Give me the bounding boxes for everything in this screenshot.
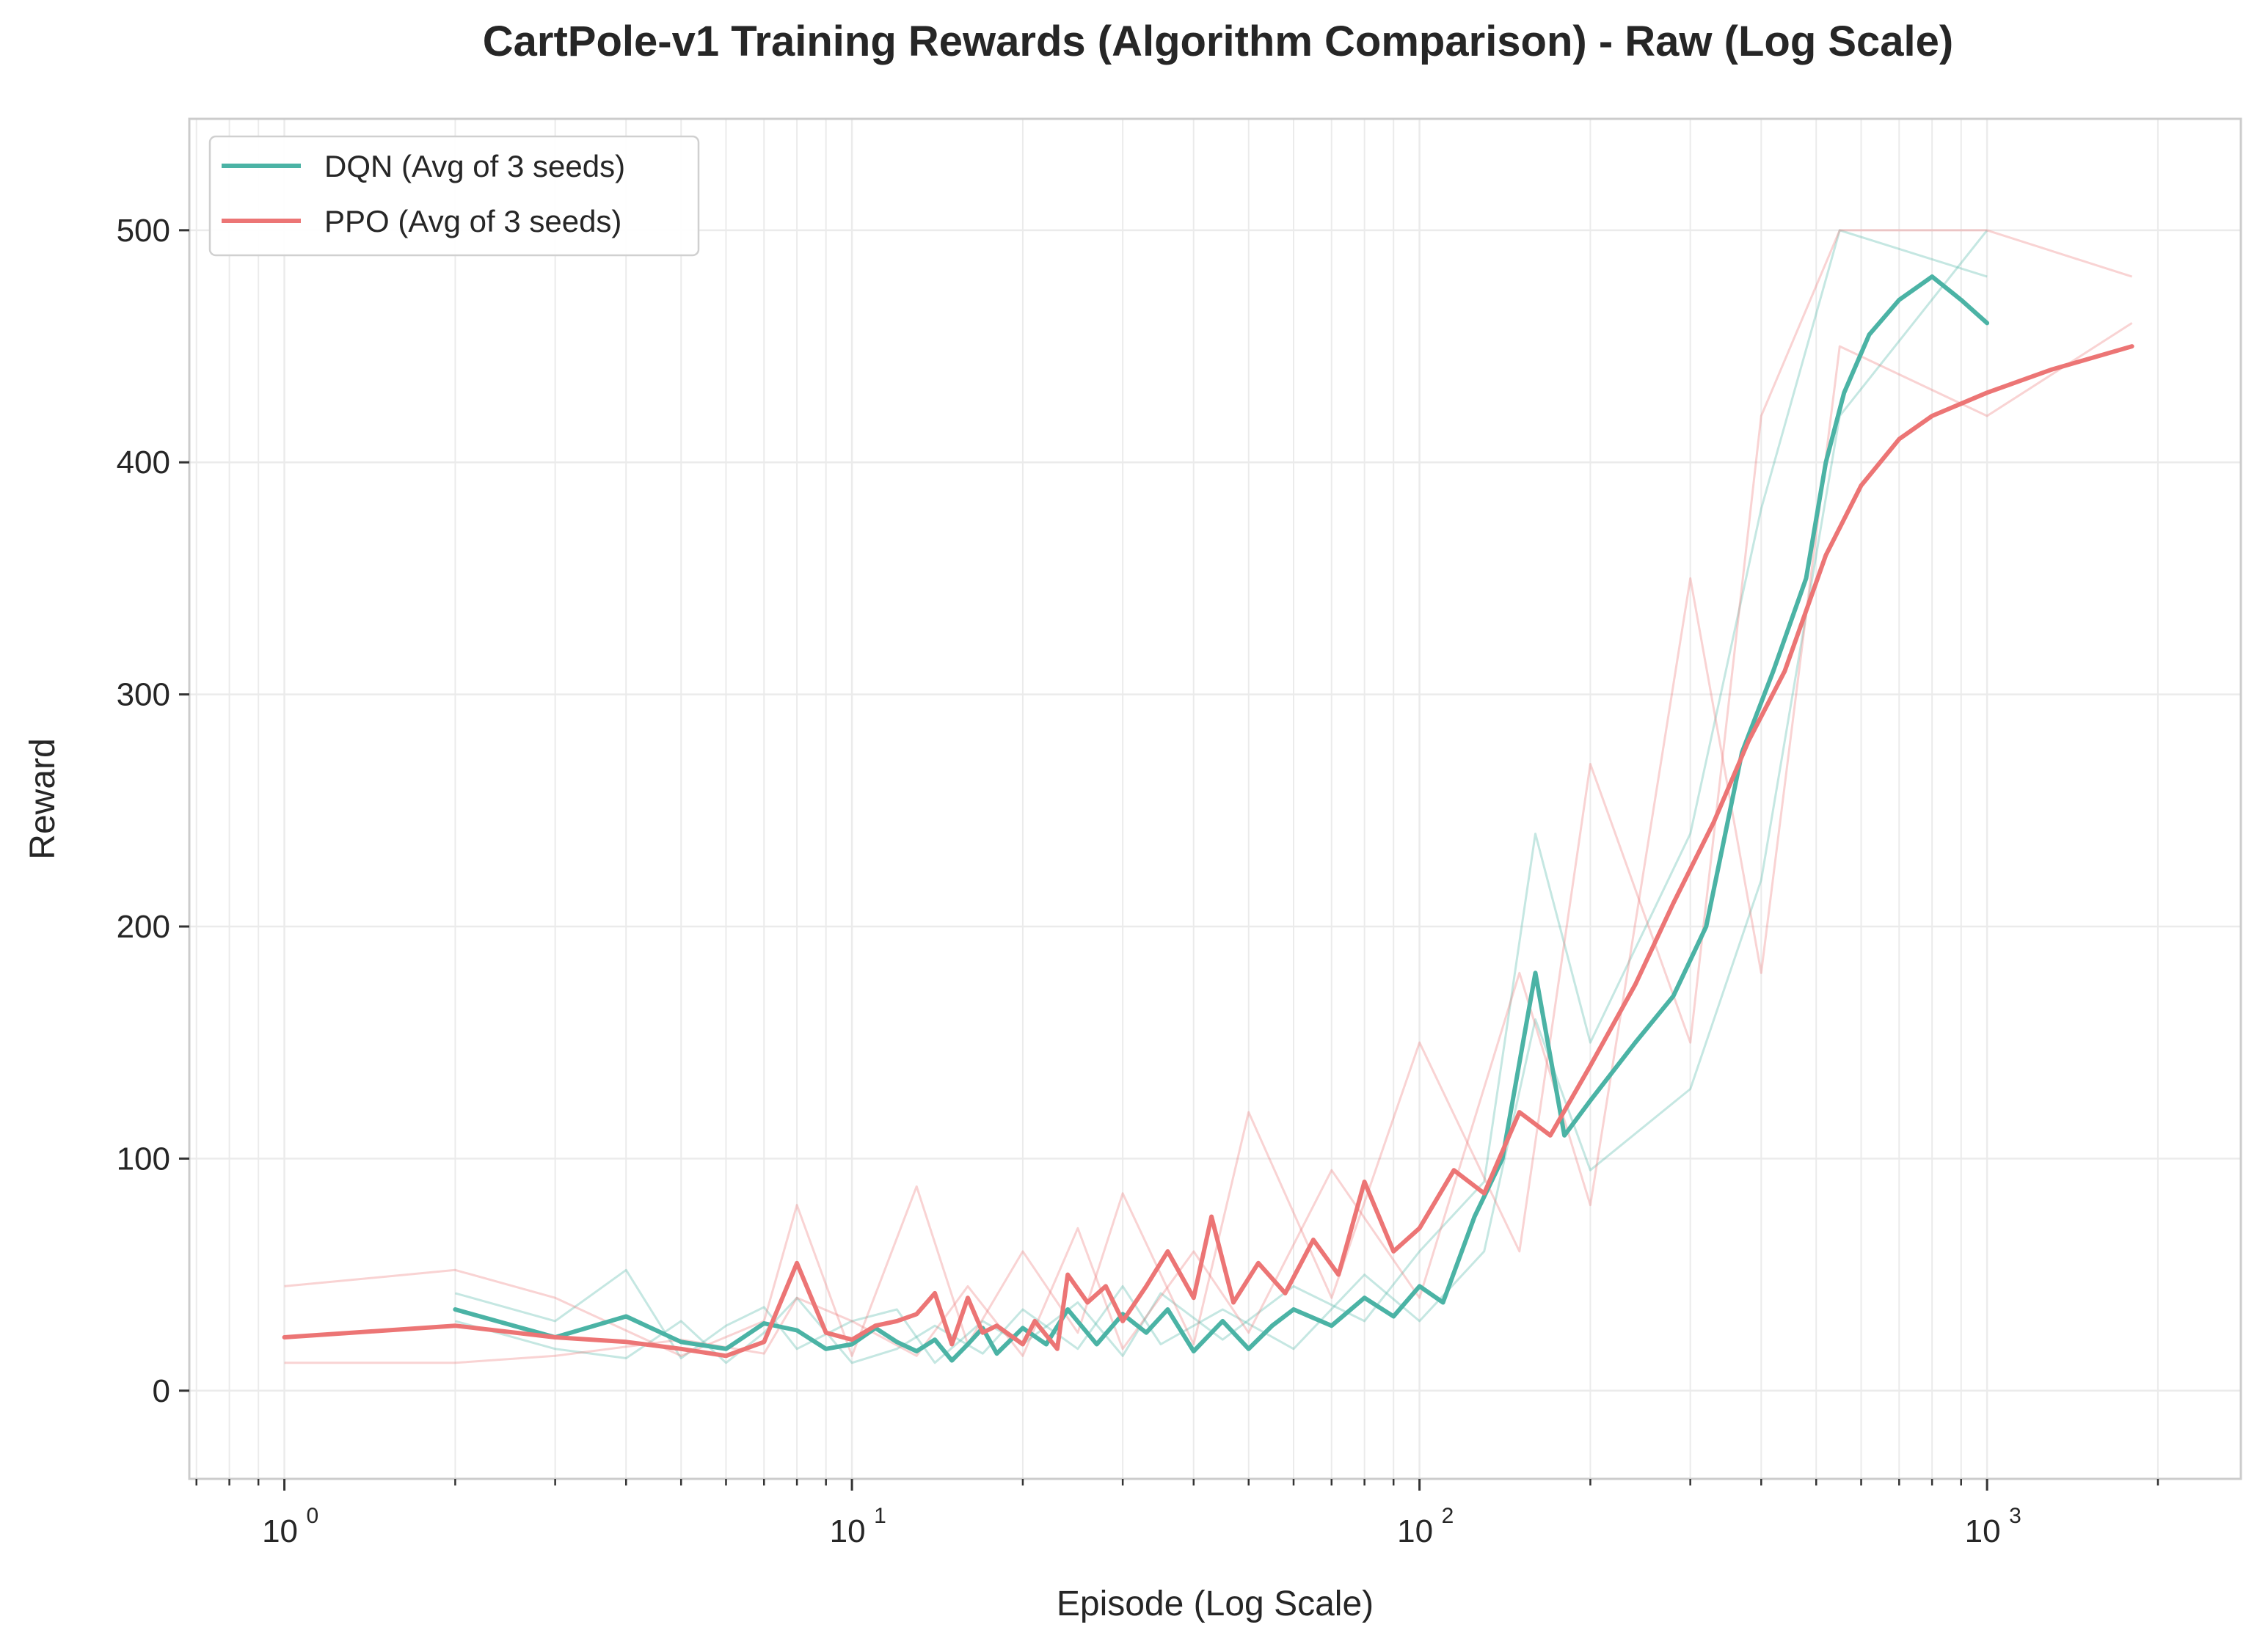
- plot-frame: [188, 117, 2242, 1480]
- legend: DQN (Avg of 3 seeds) PPO (Avg of 3 seeds…: [208, 135, 700, 257]
- grid-layer: [189, 119, 2241, 1479]
- chart-title: CartPole-v1 Training Rewards (Algorithm …: [483, 18, 1954, 65]
- y-tick-label: 100: [117, 1141, 170, 1177]
- y-tick-label: 400: [117, 445, 170, 480]
- series-layer: [282, 229, 2134, 1364]
- x-tick-label-exponent: 3: [2009, 1504, 2021, 1528]
- x-tick-label: 10: [1397, 1513, 1433, 1549]
- legend-label-dqn: DQN (Avg of 3 seeds): [324, 149, 625, 183]
- y-tick-label: 200: [117, 909, 170, 945]
- legend-label-ppo: PPO (Avg of 3 seeds): [324, 204, 621, 238]
- ppo-mean-line: [282, 344, 2134, 1359]
- y-tick-label: 0: [153, 1373, 170, 1409]
- x-tick-label-exponent: 1: [874, 1504, 886, 1528]
- y-tick-label: 300: [117, 677, 170, 713]
- ppo-seed-line: [284, 229, 2133, 1357]
- ppo-seed-line: [284, 322, 2133, 1364]
- x-tick-label: 10: [1965, 1513, 2001, 1549]
- dqn-seed-line: [454, 229, 1988, 1364]
- dqn-mean-line: [453, 274, 1990, 1363]
- legend-box: [208, 135, 700, 257]
- y-axis-label: Reward: [23, 738, 62, 859]
- x-tick-label-exponent: 2: [1442, 1504, 1454, 1528]
- x-tick-label: 10: [830, 1513, 866, 1549]
- y-tick-label: 500: [117, 213, 170, 249]
- x-tick-label-exponent: 0: [307, 1504, 319, 1528]
- dqn-seed-line: [454, 229, 1988, 1364]
- x-axis-label: Episode (Log Scale): [1057, 1585, 1374, 1623]
- x-tick-label: 10: [262, 1513, 298, 1549]
